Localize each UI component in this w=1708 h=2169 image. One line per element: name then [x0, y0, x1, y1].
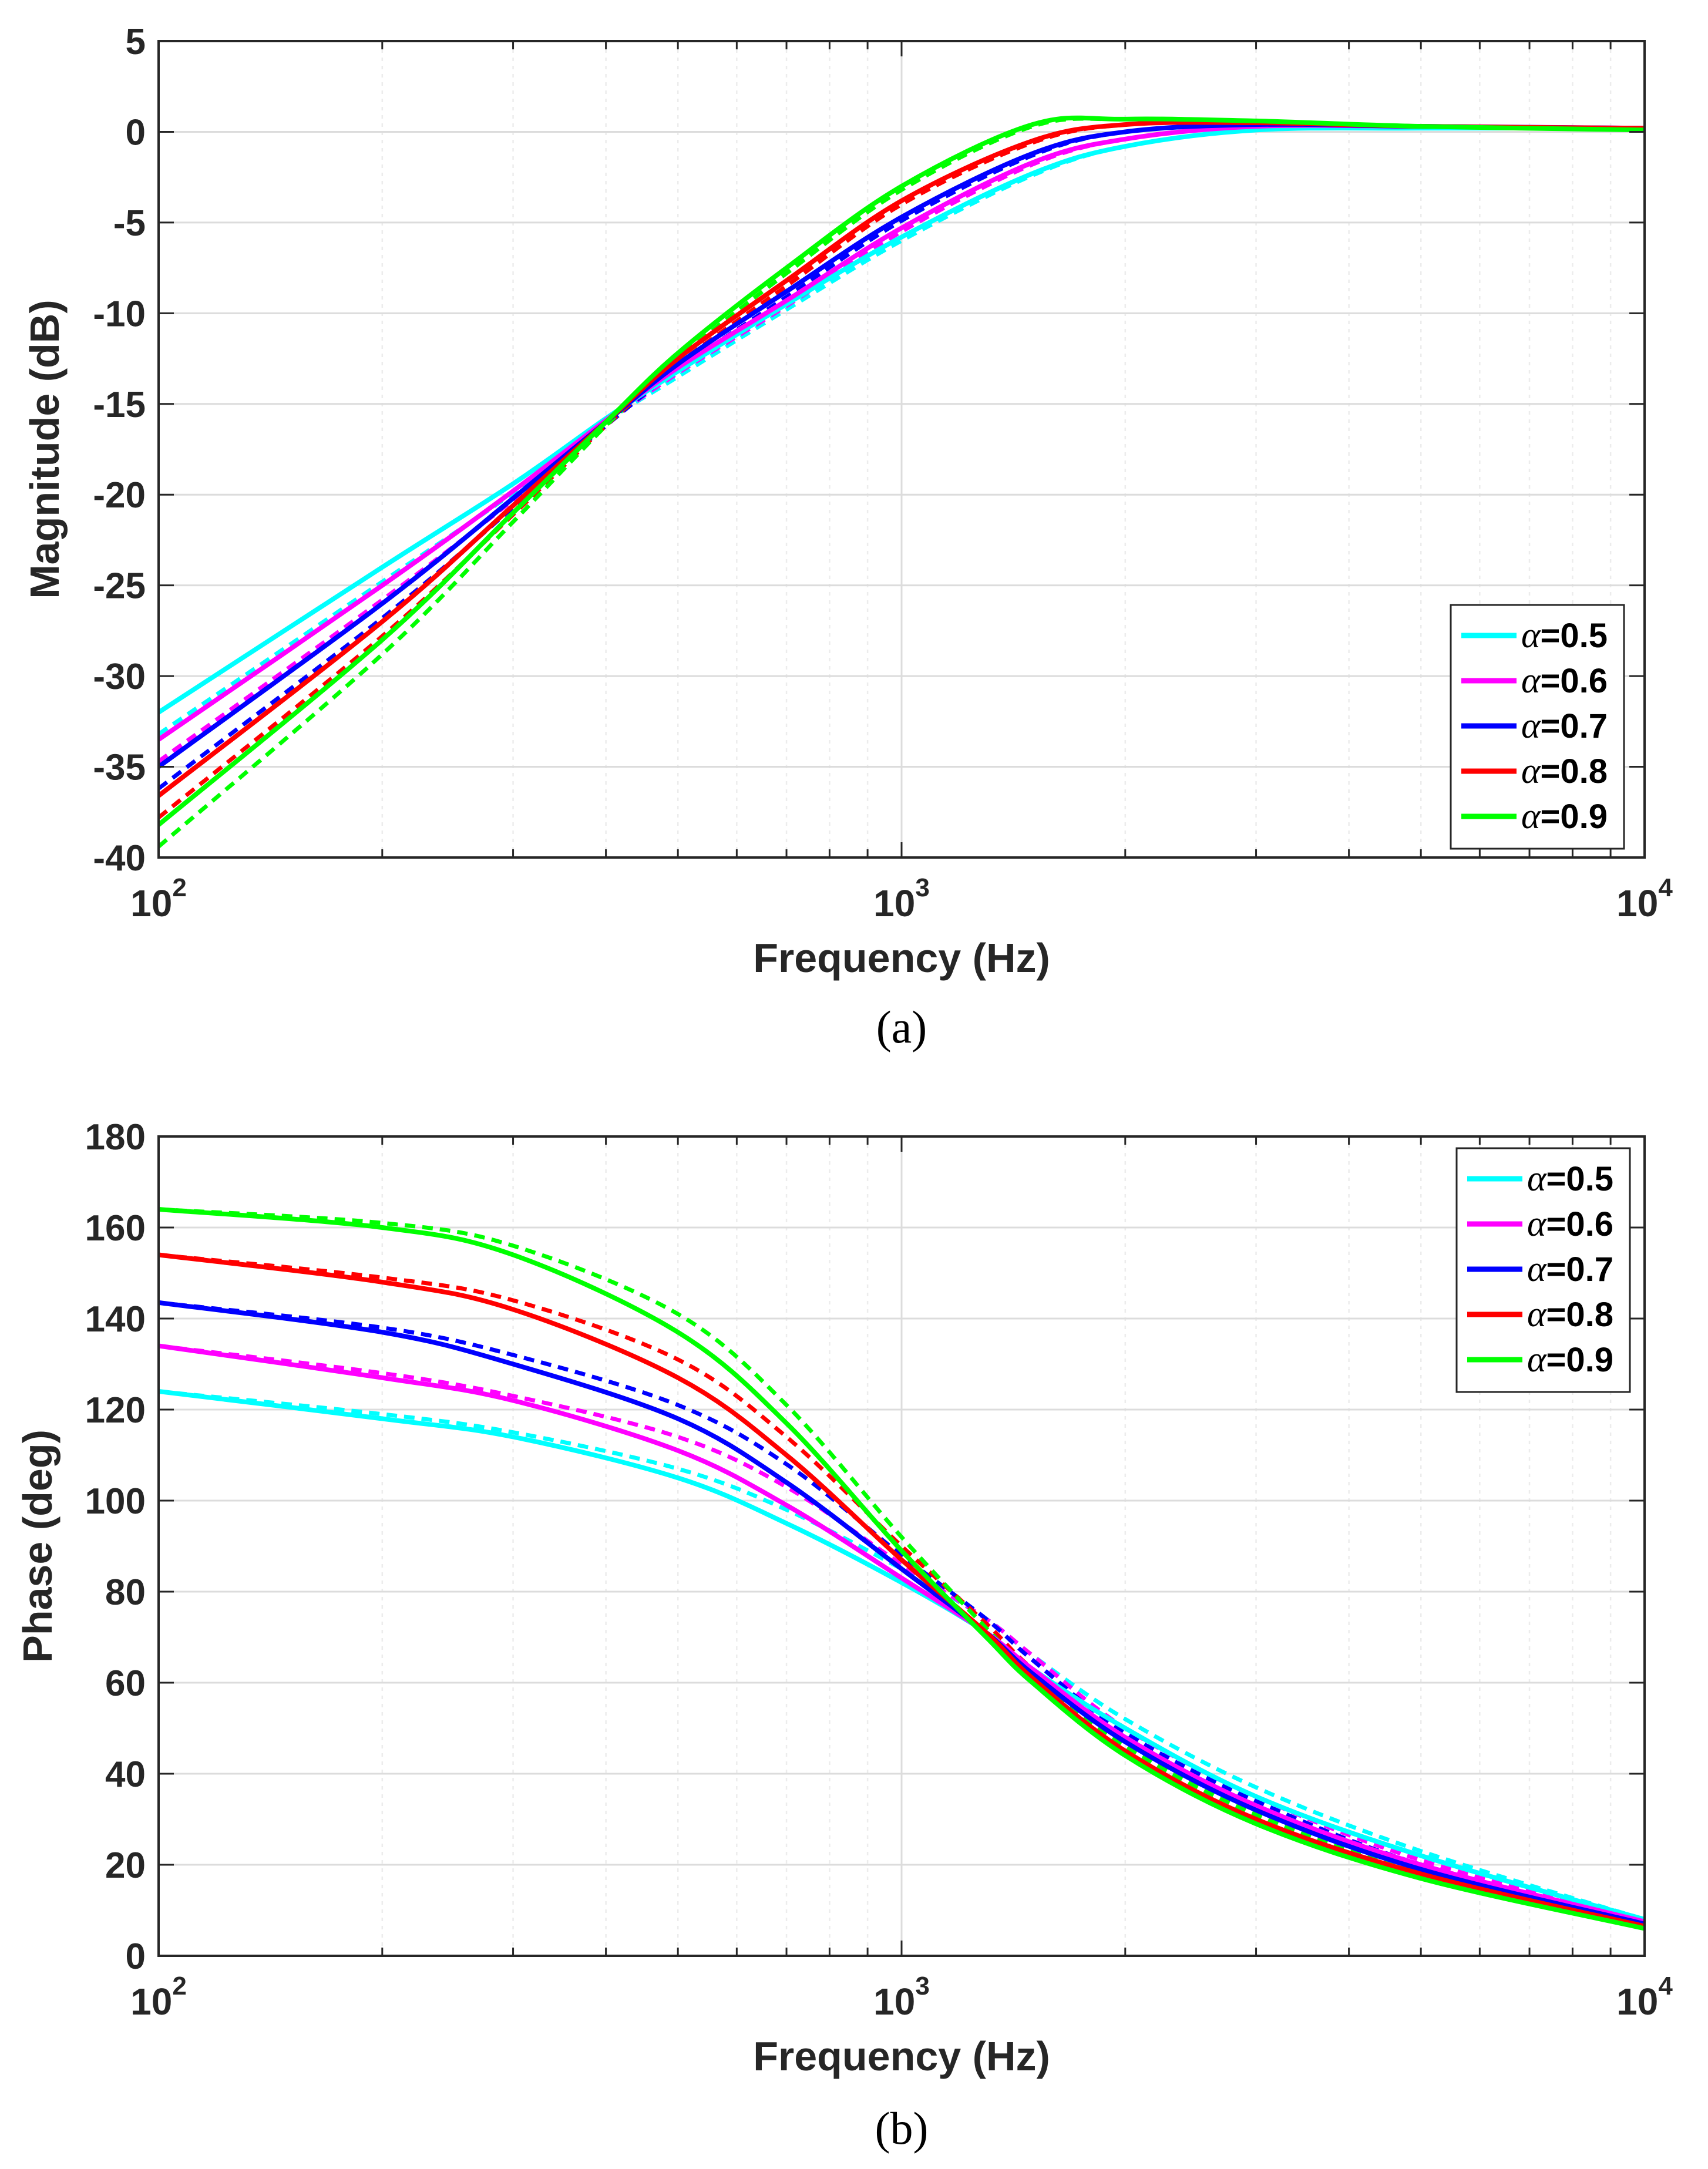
x-tick-exponent: 2	[172, 1972, 186, 2000]
legend-label: α=0.9	[1521, 796, 1608, 836]
y-tick-label: -25	[93, 566, 146, 607]
y-tick-label: 60	[105, 1663, 146, 1704]
x-tick-base: 10	[873, 1980, 915, 2023]
legend-alpha-symbol: α	[1527, 1204, 1547, 1244]
y-tick-label: 40	[105, 1754, 146, 1795]
legend-alpha-symbol: α	[1527, 1249, 1547, 1289]
y-tick-label: -5	[113, 203, 146, 244]
legend-alpha-symbol: α	[1521, 661, 1541, 701]
x-tick-base: 10	[1616, 1980, 1658, 2023]
y-tick-label: 20	[105, 1845, 146, 1886]
y-tick-label: 160	[85, 1208, 146, 1249]
legend-label: α=0.8	[1521, 751, 1608, 791]
legend-label: α=0.7	[1521, 706, 1608, 746]
legend-label: α=0.8	[1527, 1294, 1613, 1334]
y-tick-label: 120	[85, 1390, 146, 1431]
y-tick-label: -15	[93, 385, 146, 425]
x-tick-label: 102	[130, 1972, 187, 2023]
legend: α=0.5α=0.6α=0.7α=0.8α=0.9	[1455, 1147, 1631, 1393]
legend-value: =0.9	[1541, 798, 1608, 836]
legend-value: =0.9	[1546, 1341, 1614, 1379]
legend-label: α=0.6	[1521, 661, 1608, 701]
y-axis-label: Magnitude (dB)	[22, 300, 68, 598]
series-line-2-dashed	[159, 1389, 1645, 1922]
y-tick-label: 5	[126, 22, 146, 62]
x-axis-label: Frequency (Hz)	[753, 2033, 1050, 2079]
y-tick-label: 100	[85, 1481, 146, 1522]
legend-value: =0.6	[1546, 1205, 1614, 1243]
legend-label: α=0.5	[1521, 616, 1608, 655]
series-line-10-dashed	[159, 1207, 1645, 1931]
x-tick-label: 103	[873, 1972, 930, 2023]
y-tick-label: 80	[105, 1572, 146, 1613]
tick-marks	[157, 40, 1646, 859]
y-tick-label: 0	[126, 1936, 146, 1977]
x-tick-label: 104	[1616, 1972, 1673, 2023]
legend-value: =0.5	[1546, 1160, 1614, 1198]
y-tick-label: -10	[93, 294, 146, 334]
series-group	[159, 1207, 1645, 1931]
x-tick-exponent: 2	[172, 873, 186, 902]
legend: α=0.5α=0.6α=0.7α=0.8α=0.9	[1450, 604, 1625, 850]
x-tick-exponent: 4	[1658, 873, 1673, 902]
legend-label: α=0.5	[1527, 1159, 1613, 1199]
x-tick-base: 10	[1616, 882, 1658, 924]
y-tick-label: 0	[126, 112, 146, 153]
series-line-1-solid	[159, 126, 1645, 715]
tick-marks	[157, 1135, 1646, 1957]
y-tick-label: 180	[85, 1117, 146, 1158]
x-tick-base: 10	[130, 1980, 172, 2023]
x-tick-exponent: 3	[915, 873, 929, 902]
legend-value: =0.8	[1541, 752, 1608, 791]
y-tick-label: -30	[93, 657, 146, 697]
legend-value: =0.6	[1541, 662, 1608, 700]
x-tick-base: 10	[130, 882, 172, 924]
legend-label: α=0.7	[1527, 1249, 1613, 1289]
series-line-7-solid	[159, 1252, 1645, 1929]
series-line-9-solid	[159, 1207, 1645, 1931]
legend-alpha-symbol: α	[1527, 1294, 1547, 1334]
series-group	[159, 115, 1645, 849]
legend-value: =0.8	[1546, 1296, 1614, 1334]
y-tick-label: -20	[93, 475, 146, 516]
legend-label: α=0.9	[1527, 1340, 1613, 1380]
x-tick-label: 104	[1616, 873, 1673, 924]
legend-value: =0.7	[1541, 707, 1608, 745]
y-tick-label: -40	[93, 838, 146, 879]
legend-alpha-symbol: α	[1521, 616, 1541, 655]
x-tick-label: 102	[130, 873, 187, 924]
series-line-6-dashed	[159, 1300, 1645, 1926]
y-tick-label: 140	[85, 1299, 146, 1340]
x-tick-exponent: 4	[1658, 1972, 1673, 2000]
legend-value: =0.7	[1546, 1250, 1614, 1289]
x-tick-label: 103	[873, 873, 930, 924]
legend-label: α=0.6	[1527, 1204, 1613, 1244]
legend-alpha-symbol: α	[1521, 706, 1541, 746]
x-tick-exponent: 3	[915, 1972, 929, 2000]
panel-caption: (a)	[876, 1001, 927, 1052]
legend-value: =0.5	[1541, 617, 1608, 655]
series-line-9-solid	[159, 115, 1645, 827]
series-line-5-solid	[159, 1300, 1645, 1926]
x-tick-base: 10	[873, 882, 915, 924]
y-axis-label: Phase (deg)	[15, 1430, 60, 1663]
y-tick-label: -35	[93, 748, 146, 788]
legend-alpha-symbol: α	[1521, 796, 1541, 836]
series-line-3-solid	[159, 1343, 1645, 1924]
legend-alpha-symbol: α	[1521, 751, 1541, 791]
panel-caption: (b)	[875, 2103, 929, 2154]
legend-alpha-symbol: α	[1527, 1340, 1547, 1380]
x-axis-label: Frequency (Hz)	[753, 935, 1050, 981]
legend-alpha-symbol: α	[1527, 1159, 1547, 1199]
